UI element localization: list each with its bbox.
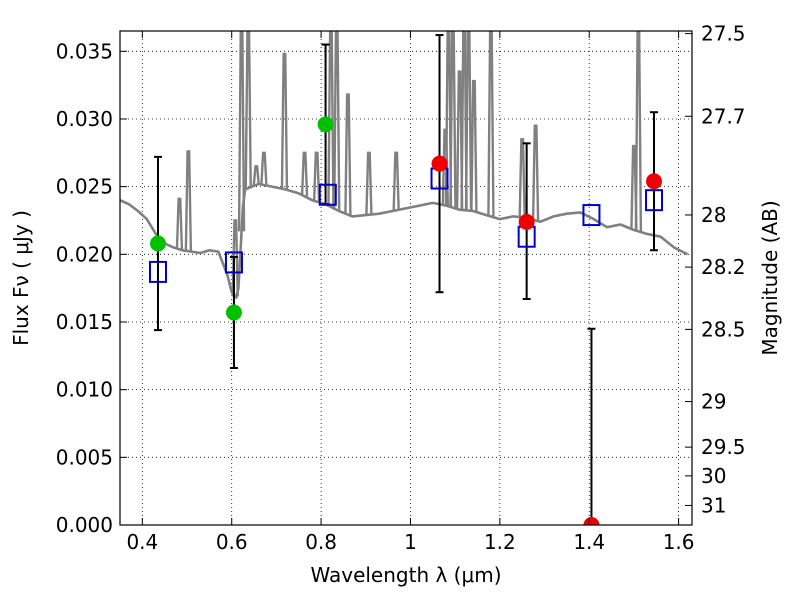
emission-line (487, 31, 495, 217)
emission-line (392, 151, 400, 211)
y-tick-label: 0.000 (56, 513, 113, 537)
y-tick-label: 0.005 (56, 445, 113, 469)
emission-line (344, 93, 352, 215)
emission-line (365, 151, 373, 215)
right-axis-title: Magnitude (AB) (758, 200, 782, 355)
y-tick-label: 0.020 (56, 242, 113, 266)
model-photometry-box (582, 204, 601, 227)
x-axis-title: Wavelength λ (μm) (310, 563, 501, 587)
emission-line (280, 52, 289, 190)
emission-line (531, 124, 540, 221)
x-tick-label: 1.6 (663, 530, 695, 554)
emission-line (634, 31, 643, 232)
data-point (583, 517, 600, 525)
x-tick-label: 1.4 (573, 530, 605, 554)
x-tick-label: 0.4 (126, 530, 158, 554)
emission-line (252, 165, 260, 185)
emission-line (184, 150, 193, 252)
model-photometry-box (224, 251, 243, 274)
y-tick-label: 0.015 (56, 310, 113, 334)
data-point (317, 116, 334, 133)
emission-line (464, 31, 473, 211)
emission-line (260, 151, 268, 186)
emission-line (300, 151, 309, 197)
emission-line (470, 79, 478, 212)
right-tick-label: 31 (701, 493, 726, 517)
emission-line (449, 31, 457, 208)
emission-line (518, 138, 526, 218)
model-photometry-box (645, 189, 664, 212)
x-tick-label: 0.8 (305, 530, 337, 554)
emission-line (175, 197, 184, 250)
right-tick-label: 27.5 (701, 22, 746, 46)
emission-line (333, 31, 341, 210)
emission-line (312, 151, 321, 202)
data-point (518, 213, 535, 230)
plot-data (120, 31, 689, 525)
y-tick-label: 0.025 (56, 175, 113, 199)
right-tick-label: 28.5 (701, 317, 746, 341)
right-tick-label: 28.2 (701, 255, 746, 279)
x-tick-label: 1 (404, 530, 417, 554)
y-tick-label: 0.035 (56, 39, 113, 63)
y-axis-title: Flux Fν ( μJy ) (9, 210, 33, 346)
data-point (149, 235, 166, 252)
right-tick-label: 29.5 (701, 435, 746, 459)
model-photometry-box (148, 260, 167, 283)
data-point (431, 155, 448, 172)
data-point (646, 173, 663, 190)
right-tick-label: 29 (701, 390, 726, 414)
right-tick-label: 27.7 (701, 104, 746, 128)
emission-line (244, 31, 252, 189)
right-tick-label: 30 (701, 464, 726, 488)
x-tick-label: 0.6 (216, 530, 248, 554)
right-tick-label: 28 (701, 203, 726, 227)
y-tick-label: 0.010 (56, 378, 113, 402)
y-tick-label: 0.030 (56, 107, 113, 131)
emission-line (237, 31, 246, 232)
x-tick-label: 1.2 (484, 530, 516, 554)
model-photometry-box (318, 183, 337, 206)
axes: 0.4 0.6 0.8 1 1.2 1.4 1.6 0.000 0.005 0.010 0.015 0… (56, 22, 746, 554)
plot-frame (119, 30, 693, 526)
data-point (225, 304, 242, 321)
